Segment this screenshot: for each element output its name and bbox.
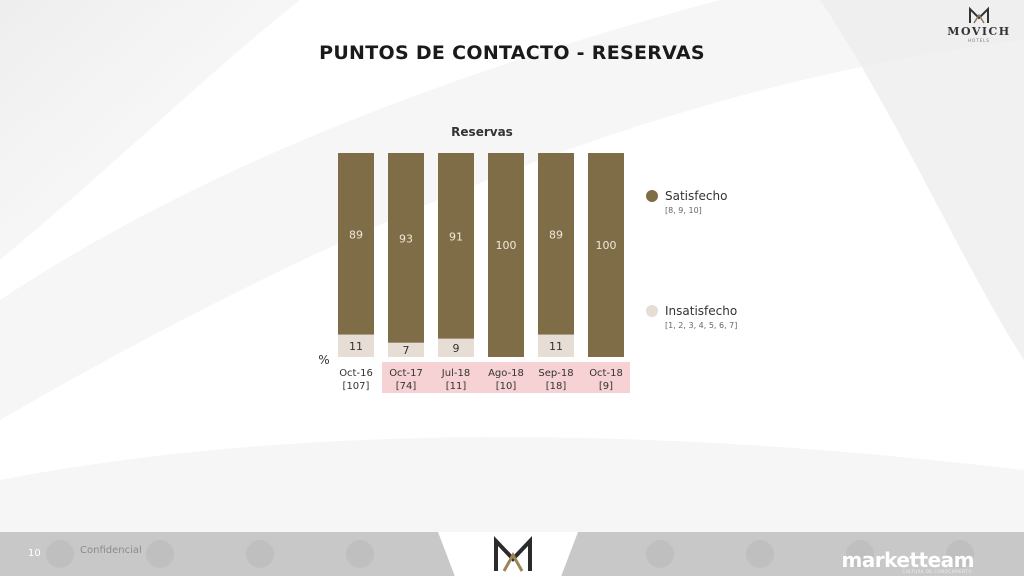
x-tick-label-Oct-16: Oct-16 <box>339 368 373 379</box>
bar-satisfecho-Oct-16 <box>338 153 374 335</box>
y-axis-label: % <box>318 353 329 367</box>
sample-size-Ago-18: [10] <box>496 381 517 392</box>
legend-note-satisfecho: [8, 9, 10] <box>665 206 702 215</box>
label-satisfecho-Oct-16: 89 <box>349 229 363 242</box>
movich-logo: MOVICH HOTELS <box>944 6 1014 44</box>
label-insatisfecho-Jul-18: 9 <box>453 342 460 355</box>
footer-damask-pattern <box>46 540 974 568</box>
sample-size-Sep-18: [18] <box>546 381 567 392</box>
marketteam-logo: marketteam <box>841 548 974 572</box>
movich-logo-sub: HOTELS <box>968 38 990 43</box>
sample-size-Oct-17: [74] <box>396 381 417 392</box>
label-insatisfecho-Sep-18: 11 <box>549 340 563 353</box>
label-satisfecho-Ago-18: 100 <box>496 239 517 252</box>
x-tick-label-Oct-17: Oct-17 <box>389 368 423 379</box>
bar-satisfecho-Jul-18 <box>438 153 474 339</box>
label-satisfecho-Oct-18: 100 <box>596 239 617 252</box>
highlight-band <box>382 362 630 393</box>
movich-logo-word: MOVICH <box>947 25 1011 38</box>
label-satisfecho-Oct-17: 93 <box>399 232 413 245</box>
chart-title: Reservas <box>451 125 513 139</box>
sample-size-Oct-18: [9] <box>599 381 613 392</box>
legend-note-insatisfecho: [1, 2, 3, 4, 5, 6, 7] <box>665 321 737 330</box>
x-tick-label-Jul-18: Jul-18 <box>441 368 470 379</box>
bar-satisfecho-Sep-18 <box>538 153 574 335</box>
label-satisfecho-Jul-18: 91 <box>449 231 463 244</box>
label-insatisfecho-Oct-17: 7 <box>403 344 410 357</box>
page-number: 10 <box>28 548 41 559</box>
bar-satisfecho-Oct-17 <box>388 153 424 343</box>
stacked-bar-chart: Reservas 11 89 Oct-16 [107] 7 93 Oct-17 [74] 9 91 J… <box>318 125 737 393</box>
movich-mark-icon <box>969 6 989 24</box>
slide-title: PUNTOS DE CONTACTO - RESERVAS <box>319 42 705 64</box>
marketteam-tagline: CULTURA DE CONOCIMIENTO <box>902 569 972 574</box>
legend-label-insatisfecho: Insatisfecho <box>665 304 737 318</box>
bar-insatisfecho-Oct-16 <box>338 334 374 357</box>
confidential-label: Confidencial <box>80 545 142 556</box>
bar-satisfecho-Ago-18 <box>488 153 524 357</box>
bar-satisfecho-Oct-18 <box>588 153 624 357</box>
legend-marker-insatisfecho <box>646 305 658 317</box>
legend-marker-satisfecho <box>646 190 658 202</box>
sample-size-Jul-18: [11] <box>446 381 467 392</box>
bar-insatisfecho-Oct-17 <box>388 342 424 357</box>
x-tick-label-Oct-18: Oct-18 <box>589 368 623 379</box>
label-insatisfecho-Oct-16: 11 <box>349 340 363 353</box>
x-tick-label-Ago-18: Ago-18 <box>488 368 524 379</box>
label-satisfecho-Sep-18: 89 <box>549 229 563 242</box>
bar-insatisfecho-Sep-18 <box>538 334 574 357</box>
x-tick-label-Sep-18: Sep-18 <box>538 368 573 379</box>
sample-size-Oct-16: [107] <box>343 381 370 392</box>
bar-insatisfecho-Jul-18 <box>438 338 474 357</box>
footer-movich-mark-icon <box>494 535 532 572</box>
legend-label-satisfecho: Satisfecho <box>665 189 727 203</box>
